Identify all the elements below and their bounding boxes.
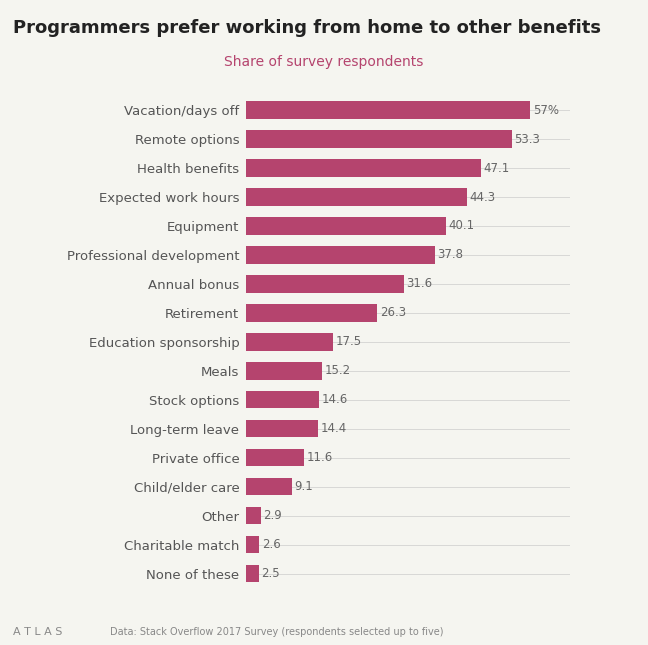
Text: 15.2: 15.2 — [325, 364, 351, 377]
Bar — [246, 420, 318, 437]
Text: 14.6: 14.6 — [321, 393, 348, 406]
Text: 40.1: 40.1 — [448, 219, 475, 232]
Bar — [246, 333, 334, 350]
Text: 9.1: 9.1 — [294, 480, 313, 493]
Bar — [246, 246, 435, 264]
Text: Programmers prefer working from home to other benefits: Programmers prefer working from home to … — [13, 19, 601, 37]
Bar — [246, 217, 446, 235]
Bar — [246, 507, 260, 524]
Text: 17.5: 17.5 — [336, 335, 362, 348]
Bar — [246, 188, 467, 206]
Text: 31.6: 31.6 — [406, 277, 432, 290]
Text: 2.9: 2.9 — [263, 509, 282, 522]
Text: 44.3: 44.3 — [470, 190, 496, 204]
Bar — [246, 159, 481, 177]
Text: 14.4: 14.4 — [321, 422, 347, 435]
Text: A T L A S: A T L A S — [13, 627, 62, 637]
Bar — [246, 449, 304, 466]
Text: 53.3: 53.3 — [515, 133, 540, 146]
Text: 47.1: 47.1 — [483, 161, 510, 175]
Bar — [246, 304, 377, 322]
Text: 2.6: 2.6 — [262, 538, 281, 551]
Bar — [246, 391, 319, 408]
Text: 11.6: 11.6 — [307, 451, 333, 464]
Bar — [246, 536, 259, 553]
Bar — [246, 275, 404, 293]
Text: 57%: 57% — [533, 104, 559, 117]
Text: Share of survey respondents: Share of survey respondents — [224, 55, 424, 69]
Bar — [246, 565, 259, 582]
Bar — [246, 130, 512, 148]
Bar — [246, 101, 530, 119]
Text: Data: Stack Overflow 2017 Survey (respondents selected up to five): Data: Stack Overflow 2017 Survey (respon… — [110, 627, 444, 637]
Text: 37.8: 37.8 — [437, 248, 463, 261]
Text: 26.3: 26.3 — [380, 306, 406, 319]
Text: 2.5: 2.5 — [261, 567, 280, 580]
Bar — [246, 362, 322, 379]
Bar — [246, 478, 292, 495]
